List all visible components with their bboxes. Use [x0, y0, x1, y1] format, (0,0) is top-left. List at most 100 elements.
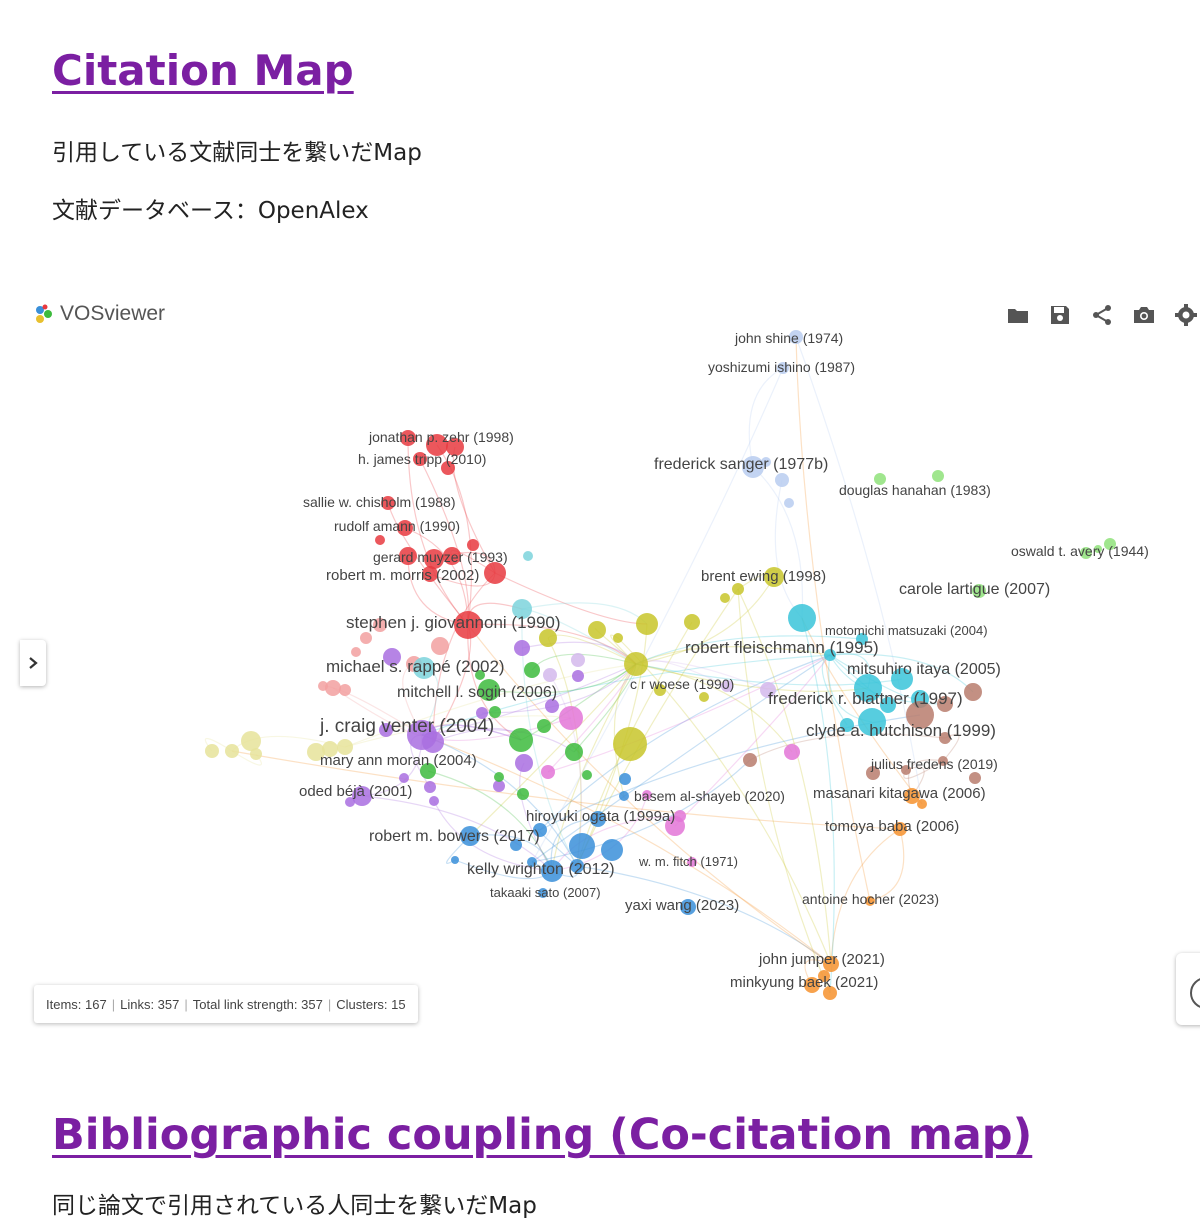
network-node-blue[interactable] [590, 811, 606, 827]
network-node-purple[interactable] [422, 731, 444, 753]
network-node-purple[interactable] [545, 699, 559, 713]
network-node-lightgreen[interactable] [1094, 545, 1102, 553]
network-node-blue[interactable] [601, 839, 623, 861]
network-node-yellow[interactable] [613, 633, 623, 643]
node-label[interactable]: tomoya baba (2006) [825, 818, 959, 835]
network-node-red[interactable] [424, 549, 444, 569]
network-node-brown[interactable] [901, 765, 911, 775]
node-label[interactable]: carole lartigue (2007) [899, 581, 1050, 598]
node-label[interactable]: h. james tripp (2010) [358, 451, 486, 467]
network-node-red[interactable] [441, 461, 455, 475]
network-node-orange[interactable] [823, 956, 839, 972]
network-node-red[interactable] [467, 539, 479, 551]
network-node-orange[interactable] [917, 799, 927, 809]
network-node-red[interactable] [400, 430, 416, 446]
network-node-pink[interactable] [339, 684, 351, 696]
network-node-purple[interactable] [429, 796, 439, 806]
network-node-green[interactable] [489, 706, 501, 718]
network-node-pink[interactable] [373, 618, 387, 632]
network-node-cyan[interactable] [891, 668, 913, 690]
node-label[interactable]: rudolf amann (1990) [334, 518, 460, 534]
network-node-red[interactable] [426, 434, 448, 456]
network-node-green[interactable] [565, 743, 583, 761]
network-node-yellow[interactable] [539, 629, 557, 647]
node-label[interactable]: mitchell l. sogin (2006) [397, 684, 557, 701]
open-folder-button[interactable] [1006, 303, 1030, 327]
network-node-orange[interactable] [804, 977, 820, 993]
network-node-paleyellow[interactable] [241, 731, 261, 751]
network-node-magenta[interactable] [541, 765, 555, 779]
node-label[interactable]: basem al-shayeb (2020) [634, 788, 785, 804]
network-node-blue[interactable] [533, 823, 547, 837]
network-node-purple[interactable] [399, 773, 409, 783]
network-node-cyan[interactable] [840, 718, 854, 732]
network-node-purple[interactable] [352, 786, 372, 806]
network-node-yellow[interactable] [588, 621, 606, 639]
network-node-lightblue[interactable] [761, 457, 771, 467]
network-node-red[interactable] [375, 535, 385, 545]
network-node-cyan[interactable] [856, 633, 868, 645]
network-node-pink[interactable] [318, 681, 328, 691]
network-node-cyan[interactable] [788, 604, 816, 632]
node-label[interactable]: robert m. morris (2002) [326, 567, 479, 584]
network-node-purple[interactable] [476, 707, 488, 719]
share-button[interactable] [1090, 303, 1114, 327]
expand-panel-button[interactable] [20, 640, 46, 686]
network-node-green[interactable] [524, 662, 540, 678]
network-node-lightblue[interactable] [777, 362, 789, 374]
network-node-green[interactable] [537, 719, 551, 733]
network-node-yellow[interactable] [720, 593, 730, 603]
network-node-green[interactable] [478, 679, 500, 701]
network-node-teal[interactable] [512, 599, 532, 619]
network-node-yellow[interactable] [636, 613, 658, 635]
network-node-red[interactable] [399, 547, 417, 565]
network-node-cyan[interactable] [854, 674, 882, 702]
settings-button[interactable] [1174, 303, 1198, 327]
network-node-lavender[interactable] [760, 682, 776, 698]
network-node-brown[interactable] [964, 683, 982, 701]
network-node-orange[interactable] [865, 896, 875, 906]
node-label[interactable]: brent ewing (1998) [701, 568, 826, 585]
network-node-brown[interactable] [906, 701, 934, 729]
network-node-paleyellow[interactable] [250, 748, 262, 760]
network-node-green[interactable] [420, 763, 436, 779]
network-node-paleyellow[interactable] [337, 739, 353, 755]
network-node-paleyellow[interactable] [322, 741, 338, 757]
network-node-lightblue[interactable] [742, 456, 764, 478]
network-node-lightgreen[interactable] [972, 584, 986, 598]
network-node-blue[interactable] [538, 888, 548, 898]
network-node-blue[interactable] [619, 773, 631, 785]
network-node-teal[interactable] [523, 551, 533, 561]
network-node-blue[interactable] [451, 856, 459, 864]
network-node-purple[interactable] [515, 754, 533, 772]
network-node-blue[interactable] [619, 791, 629, 801]
network-node-lightgreen[interactable] [1104, 538, 1116, 550]
node-label[interactable]: takaaki sato (2007) [490, 885, 601, 900]
network-node-orange[interactable] [904, 788, 920, 804]
network-node-red[interactable] [443, 547, 461, 565]
network-node-green[interactable] [494, 772, 504, 782]
network-node-pink[interactable] [325, 680, 341, 696]
network-node-yellow[interactable] [684, 614, 700, 630]
network-node-red[interactable] [446, 438, 464, 456]
network-node-blue[interactable] [541, 860, 563, 882]
bibliographic-coupling-heading[interactable]: Bibliographic coupling (Co-citation map) [52, 1110, 1033, 1160]
network-node-cyan[interactable] [880, 697, 896, 713]
node-label[interactable]: stephen j. giovannoni (1990) [346, 613, 561, 632]
network-node-paleyellow[interactable] [205, 744, 219, 758]
network-node-lavender[interactable] [543, 668, 557, 682]
node-label[interactable]: jonathan p. zehr (1998) [368, 429, 514, 445]
node-label[interactable]: robert fleischmann (1995) [685, 638, 879, 657]
node-label[interactable]: oded béjà (2001) [299, 783, 412, 800]
network-node-red[interactable] [413, 452, 427, 466]
network-node-green[interactable] [475, 670, 485, 680]
network-node-orange[interactable] [818, 970, 830, 982]
network-node-paleyellow[interactable] [225, 744, 239, 758]
network-node-lightgreen[interactable] [932, 470, 944, 482]
network-node-purple[interactable] [379, 723, 393, 737]
vosviewer-embed[interactable]: john shine (1974) yoshizumi ishino (1987)… [0, 285, 1200, 1040]
network-node-orange[interactable] [823, 986, 837, 1000]
network-node-magenta[interactable] [642, 790, 652, 800]
node-label[interactable]: mary ann moran (2004) [320, 752, 477, 769]
node-label[interactable]: robert m. bowers (2017) [369, 828, 540, 845]
